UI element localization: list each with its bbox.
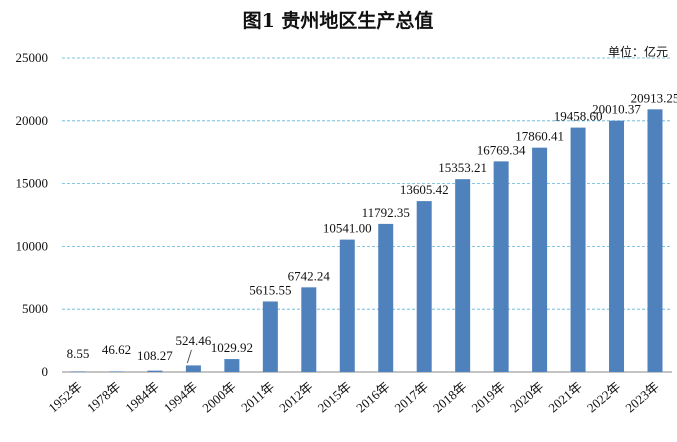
data-label: 17860.41 [515, 129, 564, 144]
y-tick-label: 0 [42, 364, 49, 379]
x-tick-label: 1978年 [84, 379, 124, 416]
data-label: 108.27 [137, 348, 173, 363]
data-label: 8.55 [67, 346, 90, 361]
x-tick-label: 2020年 [507, 379, 547, 416]
data-label: 1029.92 [211, 340, 253, 355]
bar [224, 359, 240, 372]
bar [147, 370, 163, 372]
x-tick-label: 2021年 [545, 379, 585, 416]
x-tick-label: 1952年 [45, 379, 85, 416]
unit-label: 单位：亿元 [608, 44, 668, 59]
y-tick-label: 15000 [16, 176, 49, 191]
x-tick-label: 2016年 [353, 379, 393, 416]
x-tick-label: 2023年 [622, 379, 662, 416]
bar [532, 147, 548, 372]
data-label: 19458.60 [554, 109, 603, 124]
data-label: 46.62 [102, 342, 131, 357]
bar [455, 179, 471, 372]
data-label: 524.46 [176, 333, 212, 348]
bar [378, 223, 394, 372]
bar [185, 365, 201, 372]
x-tick-label: 1984年 [122, 379, 162, 416]
y-tick-label: 20000 [16, 113, 49, 128]
bar [262, 301, 278, 372]
bar [493, 161, 509, 372]
bars [70, 109, 663, 373]
y-axis-ticks: 0 5000 10000 15000 20000 25000 [16, 50, 49, 379]
y-tick-label: 5000 [22, 301, 48, 316]
x-tick-label: 2011年 [238, 379, 277, 415]
data-label: 5615.55 [249, 282, 291, 297]
data-label: 20010.37 [592, 102, 641, 117]
data-label: 6742.24 [288, 268, 331, 283]
x-tick-label: 2018年 [430, 379, 470, 416]
data-label: 11792.35 [362, 205, 410, 220]
x-tick-label: 2019年 [469, 379, 509, 416]
y-tick-label: 10000 [16, 238, 49, 253]
x-tick-label: 2017年 [392, 379, 432, 416]
data-label: 10541.00 [323, 221, 372, 236]
label-leader-line [187, 349, 192, 364]
y-tick-label: 25000 [16, 50, 49, 65]
bar [570, 127, 586, 373]
bar [339, 239, 355, 372]
x-tick-label: 1994年 [161, 379, 201, 416]
x-tick-label: 2015年 [315, 379, 355, 416]
bar [301, 287, 317, 372]
data-label: 20913.25 [631, 90, 677, 105]
chart-title: 图1 贵州地区生产总值 [243, 9, 434, 32]
x-tick-label: 2012年 [276, 379, 316, 416]
bar [108, 371, 124, 372]
data-label: 13605.42 [400, 182, 449, 197]
x-tick-label: 2022年 [584, 379, 624, 416]
x-tick-label: 2000年 [199, 379, 239, 416]
bar [416, 201, 432, 372]
bar [70, 371, 86, 372]
bar [647, 109, 663, 372]
data-label: 16769.34 [477, 142, 526, 157]
data-label: 15353.21 [438, 160, 487, 175]
bar [609, 120, 625, 372]
gridlines [62, 57, 672, 310]
